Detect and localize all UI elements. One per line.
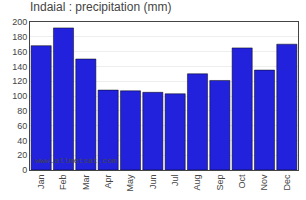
svg-text:120: 120: [12, 76, 27, 86]
svg-text:Feb: Feb: [58, 175, 68, 191]
svg-text:Jul: Jul: [170, 175, 180, 187]
svg-text:Sep: Sep: [215, 175, 225, 191]
svg-text:Aug: Aug: [192, 175, 202, 191]
svg-text:100: 100: [12, 91, 27, 101]
svg-text:Mar: Mar: [81, 175, 91, 191]
svg-text:www.allmetsat.com: www.allmetsat.com: [35, 156, 117, 165]
svg-text:Jan: Jan: [36, 175, 46, 190]
svg-text:160: 160: [12, 47, 27, 57]
svg-text:Jun: Jun: [148, 175, 158, 190]
svg-text:0: 0: [22, 165, 27, 175]
svg-text:200: 200: [12, 17, 27, 27]
svg-text:140: 140: [12, 62, 27, 72]
svg-text:Oct: Oct: [237, 174, 247, 189]
svg-text:Indaial : precipitation (mm): Indaial : precipitation (mm): [30, 0, 171, 14]
svg-text:May: May: [125, 174, 135, 192]
svg-text:180: 180: [12, 32, 27, 42]
svg-text:Dec: Dec: [282, 174, 292, 191]
svg-text:80: 80: [17, 106, 27, 116]
svg-text:60: 60: [17, 121, 27, 131]
svg-text:20: 20: [17, 150, 27, 160]
svg-text:Apr: Apr: [103, 175, 113, 189]
svg-text:40: 40: [17, 136, 27, 146]
svg-text:Nov: Nov: [259, 174, 269, 191]
